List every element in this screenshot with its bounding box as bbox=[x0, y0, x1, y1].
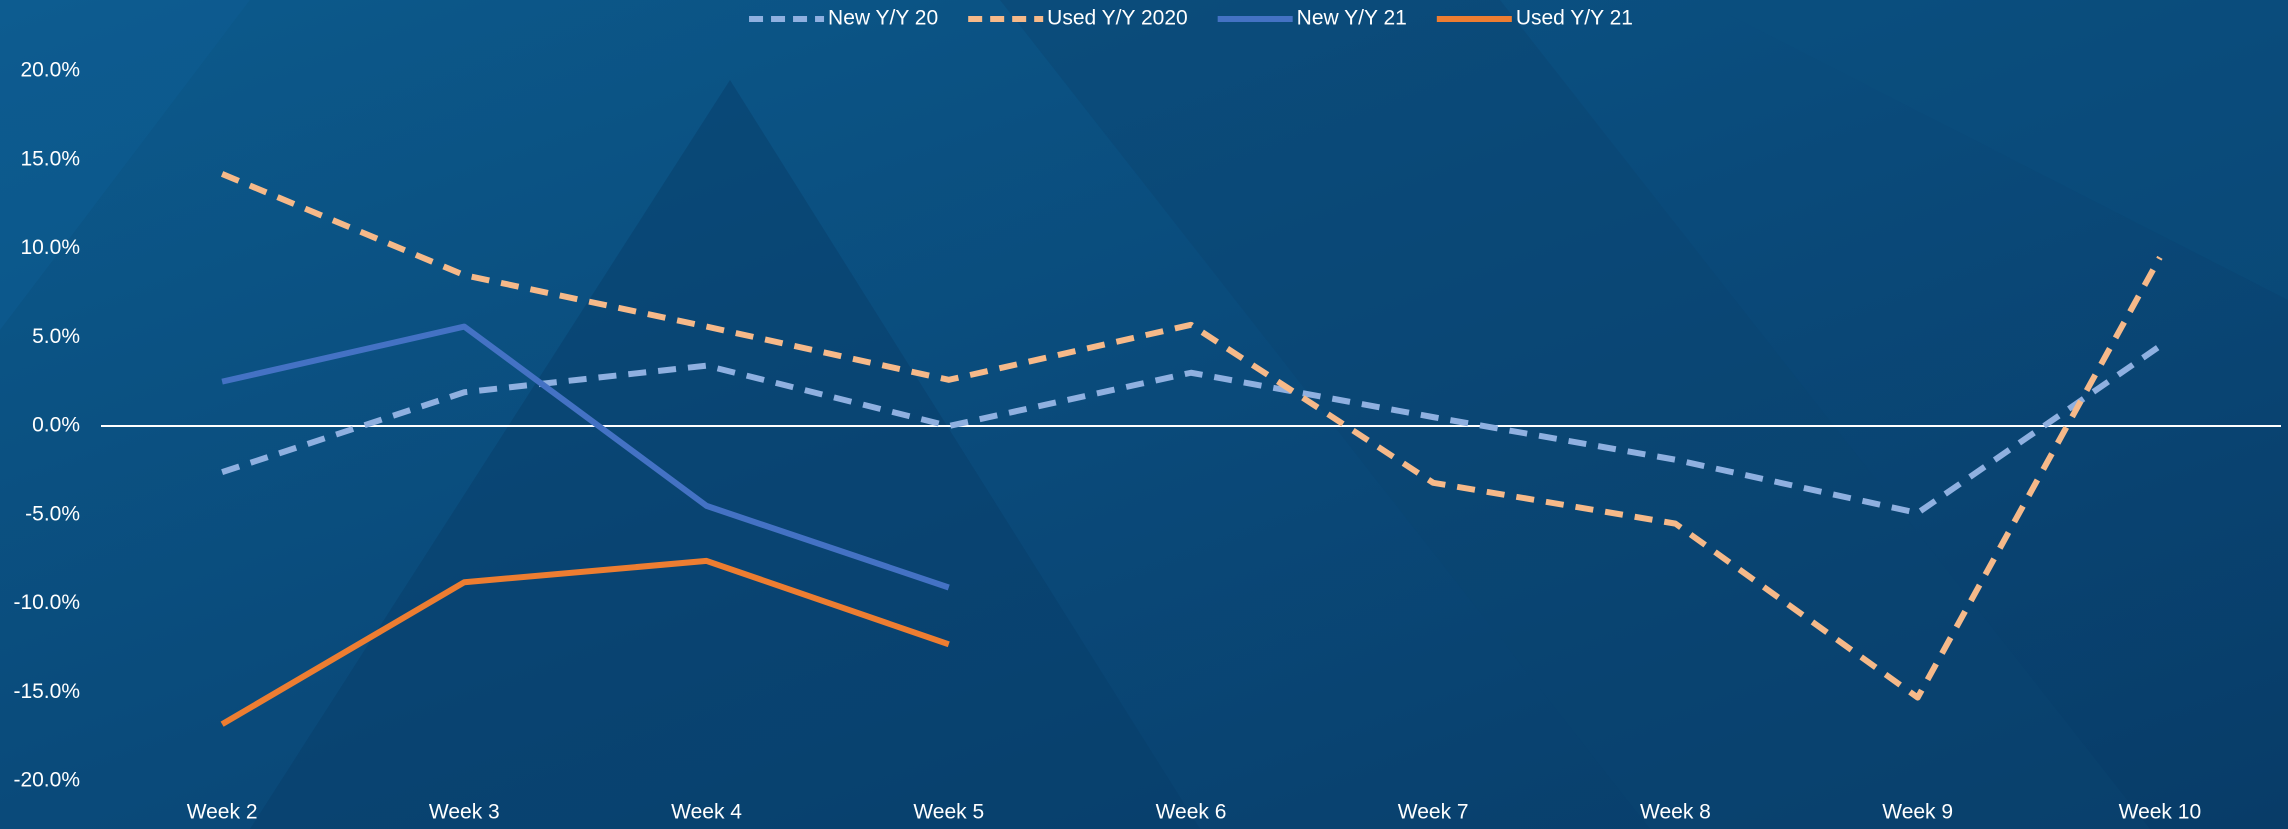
legend-label: Used Y/Y 2020 bbox=[1047, 7, 1188, 30]
series-line bbox=[221, 323, 950, 591]
y-tick-label: -5.0% bbox=[25, 502, 80, 525]
x-tick-label: Week 9 bbox=[1882, 801, 1953, 824]
x-tick-label: Week 6 bbox=[1156, 801, 1227, 824]
legend-label: Used Y/Y 21 bbox=[1516, 7, 1633, 30]
y-tick-label: -10.0% bbox=[13, 591, 80, 614]
bg-shape bbox=[0, 0, 250, 330]
y-tick-label: 10.0% bbox=[20, 236, 80, 259]
y-tick-label: 0.0% bbox=[32, 414, 80, 437]
y-tick-label: 20.0% bbox=[20, 59, 80, 82]
legend-label: New Y/Y 21 bbox=[1297, 7, 1407, 30]
y-tick-label: 15.0% bbox=[20, 147, 80, 170]
bg-shape bbox=[1000, 0, 2150, 829]
x-tick-label: Week 5 bbox=[913, 801, 984, 824]
y-tick-label: 5.0% bbox=[32, 325, 80, 348]
series-line bbox=[220, 171, 2163, 701]
legend-label: New Y/Y 20 bbox=[828, 7, 938, 30]
x-tick-label: Week 10 bbox=[2119, 801, 2202, 824]
x-tick-label: Week 8 bbox=[1640, 801, 1711, 824]
y-tick-label: -20.0% bbox=[13, 769, 80, 792]
series-line bbox=[220, 557, 950, 727]
y-tick-label: -15.0% bbox=[13, 680, 80, 703]
bg-shape bbox=[1700, 0, 2288, 300]
x-tick-label: Week 7 bbox=[1398, 801, 1469, 824]
bg-shape bbox=[250, 80, 1200, 829]
x-tick-label: Week 3 bbox=[429, 801, 500, 824]
x-tick-label: Week 4 bbox=[671, 801, 742, 824]
x-tick-label: Week 2 bbox=[187, 801, 258, 824]
